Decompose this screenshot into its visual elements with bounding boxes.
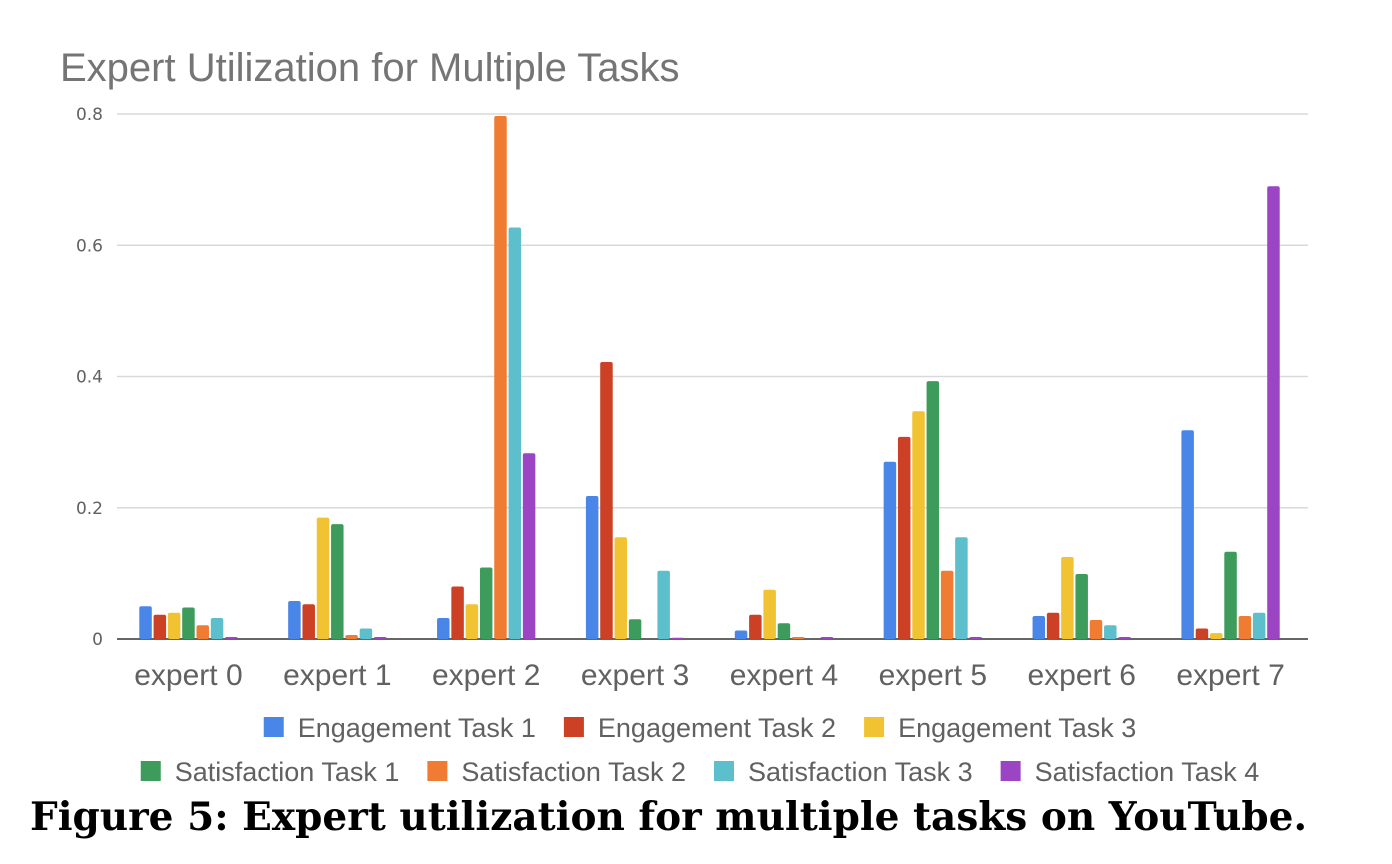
bar-expert-2-series-4 [494, 115, 507, 640]
bar-chart: Expert Utilization for Multiple Tasks 00… [60, 46, 1308, 787]
x-tick-label: expert 2 [432, 659, 540, 692]
legend-label: Engagement Task 3 [898, 713, 1136, 743]
bar-expert-0-series-4 [196, 625, 209, 639]
legend-swatch [714, 761, 734, 781]
bar-expert-6-series-2 [1061, 556, 1074, 639]
x-tick-label: expert 5 [879, 659, 987, 692]
bar-expert-7-series-5 [1252, 612, 1266, 639]
bar-expert-1-series-4 [345, 635, 358, 639]
y-tick-label: 0.4 [76, 368, 103, 388]
legend-swatch [864, 717, 885, 737]
gridlines [117, 113, 1308, 640]
legend-label: Engagement Task 1 [298, 713, 536, 743]
bar-expert-4-series-3 [777, 623, 791, 639]
bar-expert-4-series-2 [763, 589, 776, 639]
bar-expert-4-series-6 [820, 637, 834, 639]
bar-expert-4-series-1 [749, 614, 762, 639]
x-tick-label: expert 0 [134, 659, 242, 692]
bar-expert-2-series-0 [437, 618, 450, 639]
bar-expert-3-series-1 [600, 362, 613, 639]
bar-expert-6-series-5 [1104, 625, 1117, 639]
bar-expert-7-series-3 [1224, 551, 1237, 639]
bar-expert-6-series-1 [1046, 612, 1060, 639]
bar-expert-2-series-6 [522, 453, 536, 639]
bar-expert-6-series-3 [1075, 574, 1088, 639]
bar-expert-1-series-5 [359, 628, 373, 639]
bar-expert-6-series-0 [1032, 616, 1046, 639]
legend-label: Satisfaction Task 2 [461, 757, 686, 787]
legend-swatch [1000, 761, 1021, 781]
legend-label: Satisfaction Task 1 [175, 757, 400, 787]
bar-expert-3-series-0 [585, 495, 599, 639]
bar-expert-1-series-0 [288, 600, 301, 639]
bar-expert-2-series-5 [508, 227, 522, 639]
bar-expert-6-series-6 [1118, 637, 1131, 639]
legend-swatch [263, 717, 284, 737]
bar-expert-5-series-3 [926, 381, 940, 639]
y-axis-ticks: 0 0.2 0.4 0.6 0.8 [76, 105, 103, 650]
x-tick-label: expert 4 [730, 659, 838, 692]
bar-expert-5-series-2 [912, 411, 925, 639]
y-tick-label: 0.6 [76, 236, 103, 256]
bar-expert-6-series-4 [1089, 619, 1103, 639]
bar-expert-7-series-2 [1210, 633, 1223, 639]
bars [139, 115, 1280, 640]
bar-expert-4-series-0 [734, 630, 748, 639]
x-tick-label: expert 3 [581, 659, 689, 692]
legend-label: Engagement Task 2 [598, 713, 836, 743]
bar-expert-0-series-0 [139, 606, 152, 639]
bar-expert-2-series-3 [479, 567, 493, 639]
y-tick-label: 0 [92, 630, 103, 650]
bar-expert-2-series-2 [465, 604, 479, 639]
bar-expert-5-series-1 [897, 436, 911, 640]
bar-expert-0-series-5 [210, 618, 224, 639]
x-tick-label: expert 6 [1027, 659, 1135, 692]
bar-expert-1-series-3 [331, 524, 344, 639]
bar-expert-0-series-2 [167, 612, 181, 639]
bar-expert-2-series-1 [451, 586, 464, 639]
bar-expert-5-series-6 [969, 637, 982, 639]
x-axis-ticks: expert 0 expert 1 expert 2 expert 3 expert 4… [134, 659, 1285, 692]
bar-expert-7-series-6 [1267, 186, 1280, 639]
legend-swatch [563, 717, 584, 737]
bar-expert-5-series-5 [955, 537, 968, 639]
x-tick-label: expert 1 [283, 659, 391, 692]
bar-expert-0-series-3 [182, 607, 195, 639]
bar-expert-3-series-2 [614, 537, 628, 639]
bar-expert-7-series-1 [1195, 628, 1209, 639]
legend-label: Satisfaction Task 4 [1035, 757, 1260, 787]
bar-expert-5-series-4 [940, 570, 954, 639]
legend-swatch [427, 761, 448, 781]
y-tick-label: 0.2 [76, 499, 103, 519]
bar-expert-7-series-4 [1238, 616, 1252, 639]
legend-swatch [140, 761, 161, 781]
bar-expert-3-series-5 [657, 570, 670, 639]
x-tick-label: expert 7 [1176, 659, 1284, 692]
legend-label: Satisfaction Task 3 [748, 757, 973, 787]
bar-expert-0-series-1 [153, 614, 167, 639]
chart-title: Expert Utilization for Multiple Tasks [60, 46, 680, 90]
bar-expert-0-series-6 [225, 637, 238, 639]
figure-caption: Figure 5: Expert utilization for multipl… [30, 794, 1308, 840]
legend: Engagement Task 1 Engagement Task 2 Engage… [140, 713, 1260, 787]
bar-expert-3-series-6 [671, 637, 685, 639]
y-tick-label: 0.8 [76, 105, 103, 125]
bar-expert-1-series-2 [316, 517, 330, 639]
bar-expert-4-series-4 [791, 637, 805, 639]
bar-expert-5-series-0 [883, 461, 897, 639]
bar-expert-1-series-6 [373, 637, 387, 639]
bar-expert-1-series-1 [302, 604, 315, 639]
bar-expert-7-series-0 [1181, 430, 1194, 639]
bar-expert-3-series-3 [628, 619, 642, 639]
